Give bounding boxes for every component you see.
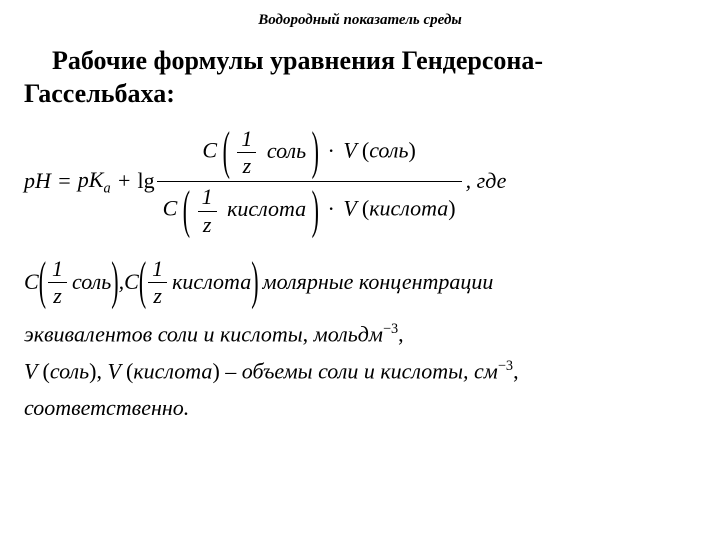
frac-1z-b: 1 z (148, 256, 167, 309)
equiv-text: эквивалентов соли и кислоты (24, 321, 303, 346)
subheading: Рабочие формулы уравнения Гендерсона- Га… (24, 45, 696, 110)
den-acid2: кислота (369, 196, 448, 221)
big-fraction: C ( 1 z соль ) · V (соль) C ( 1 (157, 124, 462, 240)
rparen-icon: ) (312, 174, 319, 248)
C1: C (24, 267, 39, 298)
acid-b: кислота (169, 267, 251, 298)
V-acid: V (107, 359, 120, 384)
def-volumes: V (соль), V (кислота) – объемы соли и ки… (24, 356, 696, 387)
def-resp: соответственно. (24, 393, 696, 424)
frac-1z-num: 1 z (237, 126, 256, 179)
dot-icon: · (325, 138, 338, 163)
resp-text: соответственно. (24, 395, 189, 420)
subheading-line-2: Гассельбаха: (24, 79, 175, 108)
vol-desc: – объемы соли и кислоты, (225, 359, 474, 384)
unit-cm: см (474, 359, 498, 384)
dot-icon: · (325, 196, 338, 221)
subheading-line-1: Рабочие формулы уравнения Гендерсона- (52, 46, 543, 75)
def-line-2: эквивалентов соли и кислоты, мольдм−3, (24, 319, 696, 350)
unit-moldm: мольдм (314, 321, 383, 346)
lparen-icon: ( (223, 116, 230, 190)
acid-v: кислота (133, 359, 212, 384)
frac-1z-den: 1 z (198, 184, 217, 237)
lg: lg (137, 166, 156, 197)
rparen-icon: ) (251, 245, 258, 319)
rparen-icon: ) (111, 245, 118, 319)
def-concentrations: C ( 1 z соль ) , C ( 1 z кислота ) моляр… (24, 256, 696, 309)
lparen-icon: ( (139, 245, 146, 319)
equation-main: pH = pKa + lg C ( 1 z соль ) · V (24, 124, 696, 240)
den-C: C (163, 196, 178, 221)
den-V: V (343, 196, 356, 221)
eq-sign: = (51, 166, 78, 197)
plus: + (111, 166, 138, 197)
V-salt: V (24, 359, 37, 384)
rparen: ) (448, 196, 455, 221)
salt-a: соль (69, 267, 111, 298)
mol-conc-text: молярные концентрации (259, 267, 494, 298)
pKa-p: pK (78, 167, 104, 192)
num-salt: соль (264, 138, 306, 163)
den-acid: кислота (224, 196, 306, 221)
salt-v: соль (50, 359, 89, 384)
comma-where: , где (462, 166, 507, 197)
num-V: V (343, 138, 356, 163)
lparen-icon: ( (39, 245, 46, 319)
num-C: C (202, 138, 217, 163)
pKa-sub: a (103, 181, 110, 197)
lparen-icon: ( (183, 174, 190, 248)
page-header: Водородный показатель среды (24, 12, 696, 29)
unit-cm-exp: −3 (498, 358, 513, 374)
rparen: ) (408, 138, 415, 163)
unit-moldm-exp: −3 (383, 321, 398, 337)
C2: C (124, 267, 139, 298)
frac-1z-a: 1 z (48, 256, 67, 309)
lhs-pH: pH (24, 166, 51, 197)
num-salt2: соль (369, 138, 408, 163)
pKa: pKa (78, 165, 111, 198)
